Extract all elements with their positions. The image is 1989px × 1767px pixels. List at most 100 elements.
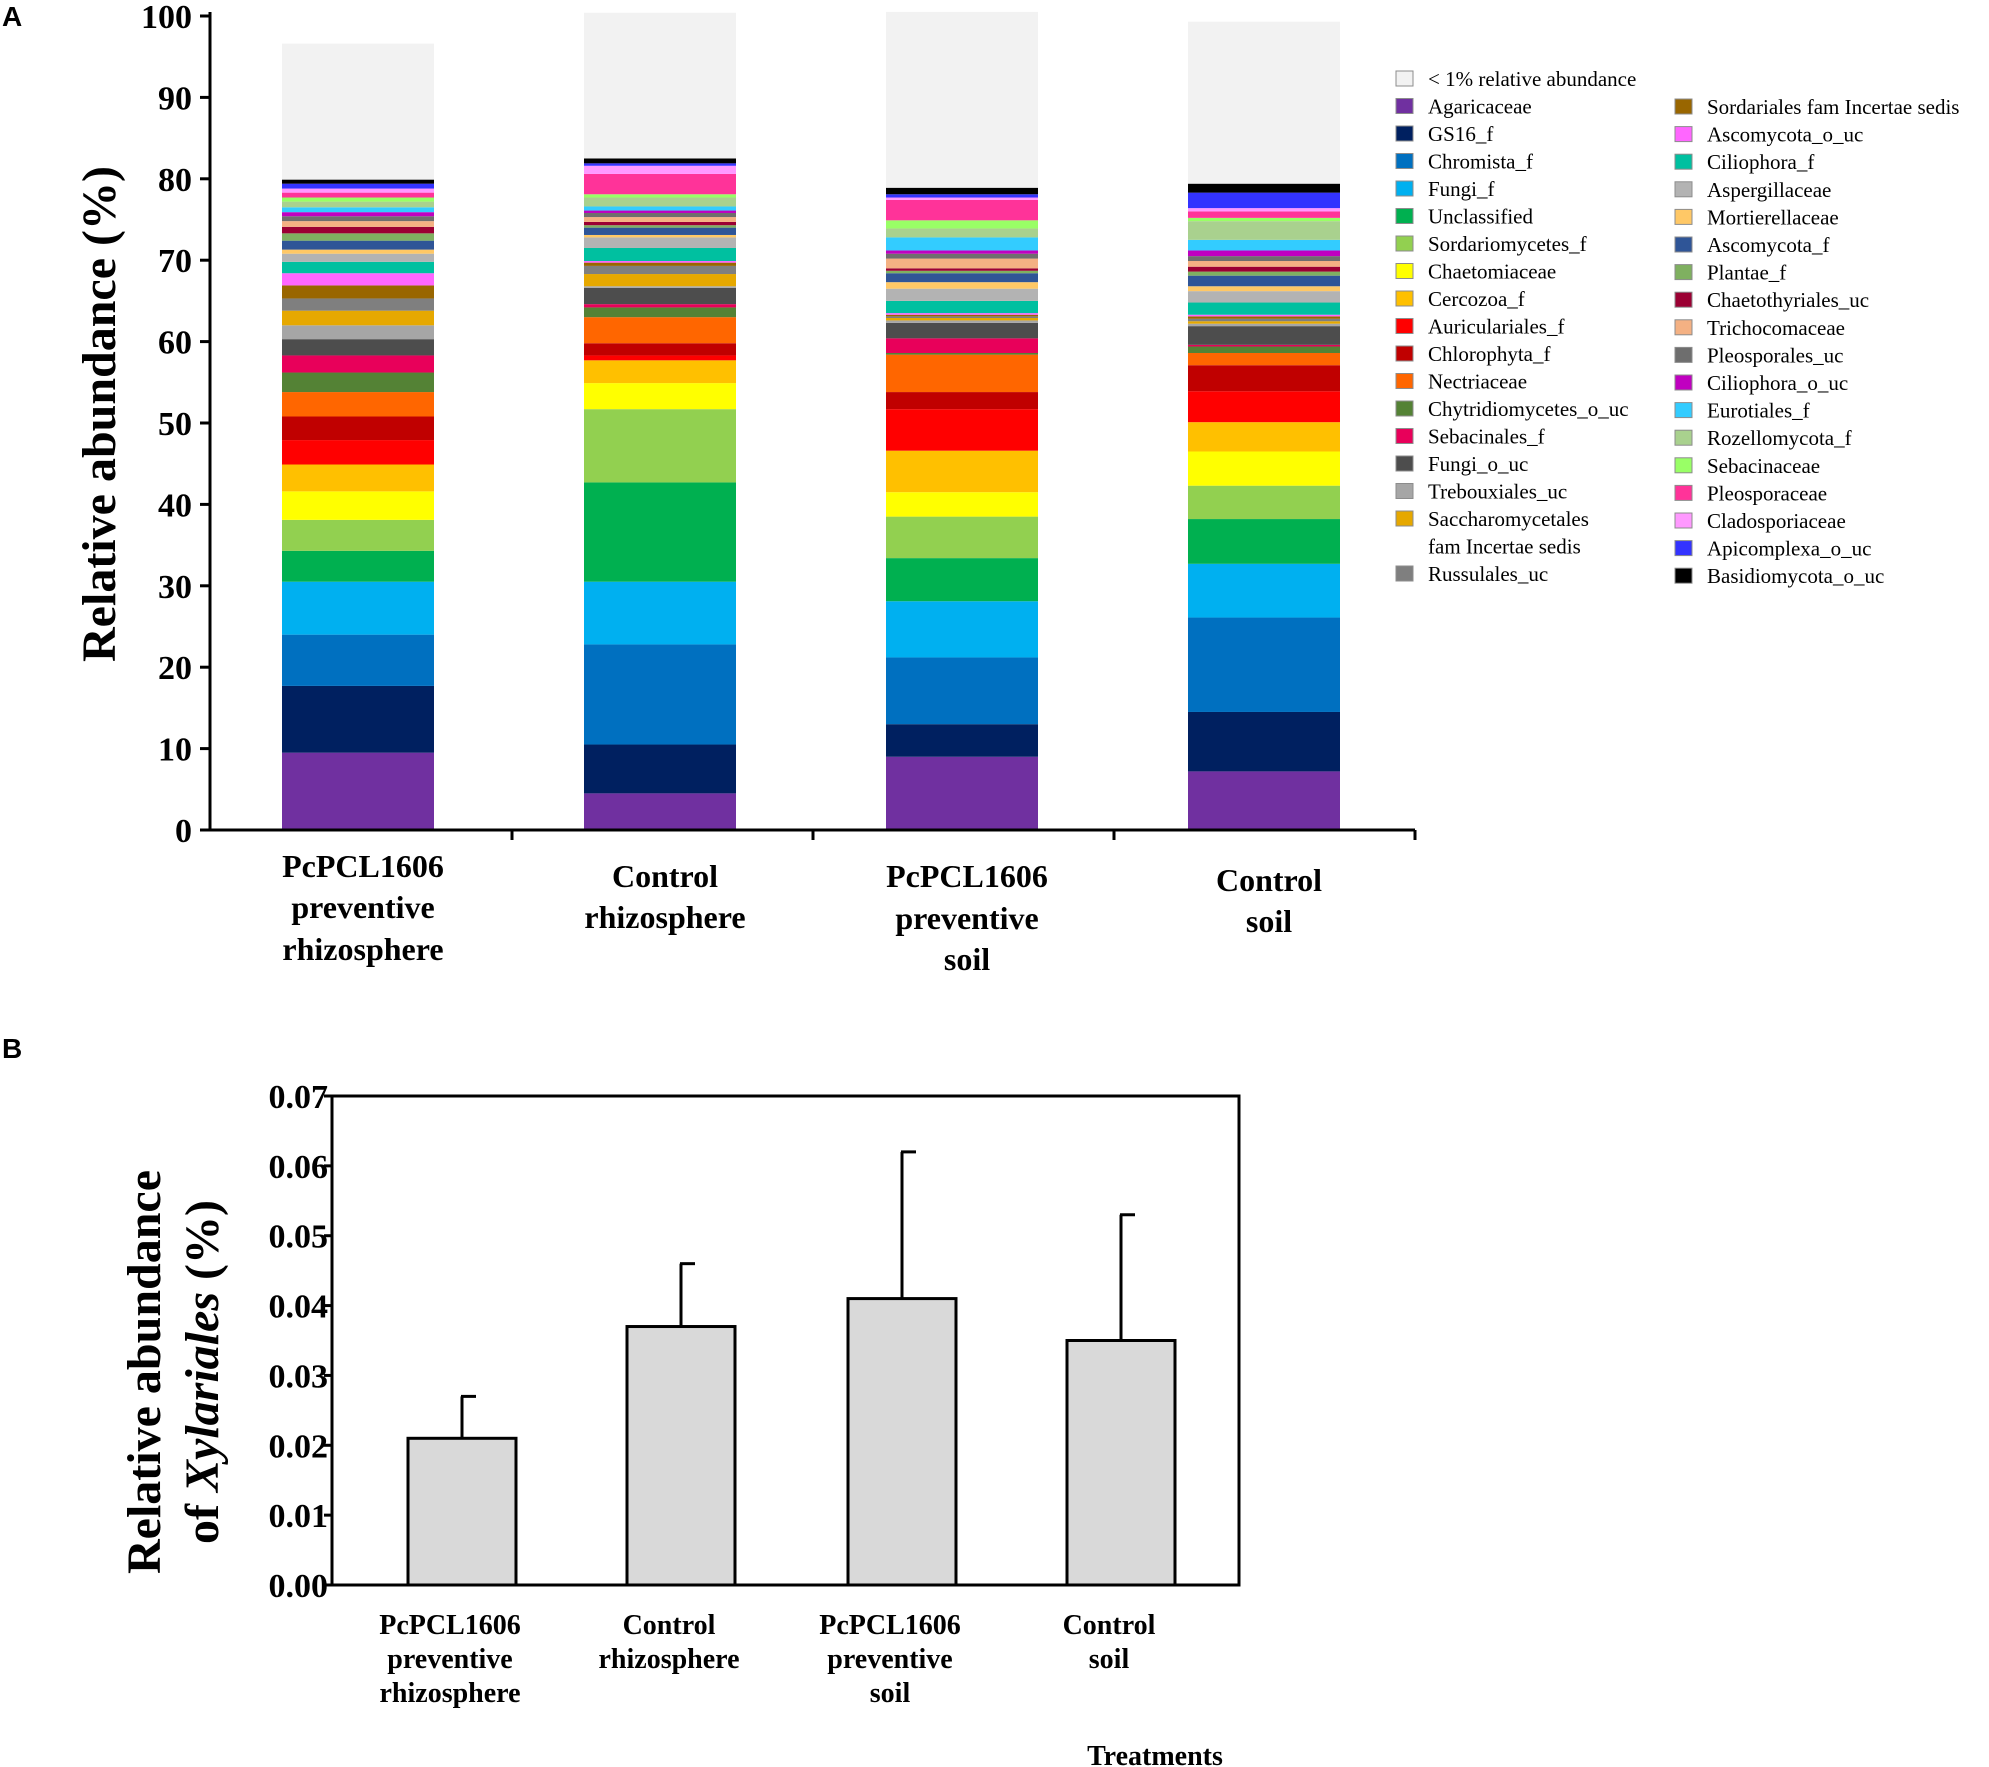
stack-segment (584, 360, 736, 384)
x-tick-label: preventive (387, 1644, 512, 1675)
stack-segment (584, 409, 736, 483)
legend-swatch (1395, 428, 1414, 444)
legend-swatch (1674, 374, 1693, 391)
stack-segment (1188, 422, 1340, 452)
stack-segment (282, 339, 434, 356)
stack-segment (282, 233, 434, 241)
stack-segment (282, 201, 434, 208)
panel-label-a: A (2, 1, 22, 32)
legend-label: Auriculariales_f (1428, 315, 1564, 339)
stack-segment (886, 288, 1038, 301)
legend-swatch (1395, 180, 1414, 197)
stack-segment (282, 298, 434, 311)
y-tick-label: 30 (158, 569, 192, 606)
stack-segment (282, 192, 434, 198)
legend-label: Aspergillaceae (1707, 178, 1831, 202)
stack-segment (886, 250, 1038, 254)
legend-item: Aspergillaceae (1674, 178, 1831, 202)
legend-label: < 1% relative abundance (1428, 67, 1636, 91)
stack-segment (282, 355, 434, 373)
stack-segment (282, 416, 434, 441)
stack-segment (886, 199, 1038, 221)
stack-segment (1188, 323, 1340, 327)
legend-swatch (1674, 181, 1693, 198)
stack-segment (584, 304, 736, 308)
stack-segment (1188, 353, 1340, 366)
legend-label: Chytridiomycetes_o_uc (1428, 397, 1629, 421)
legend-item: Chlorophyta_f (1395, 342, 1550, 366)
legend-label: Pleosporaceae (1707, 481, 1827, 505)
stack-segment (1188, 286, 1340, 292)
stack-segment (584, 482, 736, 582)
stack-segment (886, 409, 1038, 451)
stack-segment (1188, 346, 1340, 353)
legend-item: Ciliophora_f (1674, 150, 1814, 174)
y-tick-label: 0.06 (269, 1149, 329, 1186)
legend-label: Unclassified (1428, 205, 1533, 229)
stack-segment (584, 165, 736, 174)
legend-swatch (1674, 484, 1693, 501)
legend-label: Ascomycota_o_uc (1707, 123, 1863, 147)
stacked-bar (1188, 21, 1340, 830)
stack-segment (584, 383, 736, 410)
stack-segment (1188, 321, 1340, 324)
legend-swatch (1395, 345, 1414, 362)
stack-segment (584, 247, 736, 262)
legend-swatch (1395, 263, 1414, 279)
legend-swatch (1395, 290, 1414, 307)
legend-swatch (1674, 319, 1693, 336)
legend-label: Trichocomaceae (1707, 316, 1845, 340)
legend-swatch (1674, 540, 1693, 557)
y-tick-label: 0.00 (269, 1568, 329, 1605)
y-tick-label: 60 (158, 325, 192, 362)
x-tick-label: rhizosphere (598, 1644, 739, 1675)
stack-segment (584, 317, 736, 344)
legend-label: Sordariomycetes_f (1428, 232, 1587, 256)
stack-segment (1188, 208, 1340, 212)
stack-segment (584, 793, 736, 830)
stack-segment (1188, 391, 1340, 423)
legend-swatch (1395, 455, 1414, 472)
bar (1065, 1339, 1177, 1587)
stack-segment (1188, 217, 1340, 222)
stack-segment (886, 558, 1038, 602)
stack-segment (886, 313, 1038, 315)
stack-segment (1188, 21, 1340, 184)
y-tick-label: 100 (141, 0, 192, 36)
legend-item: Sebacinaceae (1674, 454, 1820, 478)
stack-segment (584, 581, 736, 645)
stack-segment (584, 221, 736, 226)
stack-segment (584, 261, 736, 263)
legend-label: Chaetothyriales_uc (1707, 288, 1869, 312)
stack-segment (1188, 221, 1340, 240)
legend-label: Fungi_o_uc (1428, 452, 1528, 476)
y-tick-label: 0.03 (269, 1358, 329, 1395)
legend-label: Chlorophyta_f (1428, 342, 1550, 366)
legend-swatch (1674, 567, 1693, 584)
stack-segment (282, 440, 434, 465)
stack-segment (886, 516, 1038, 559)
legend-item: Chaetomiaceae (1395, 260, 1556, 284)
stack-segment (886, 197, 1038, 200)
x-tick-label: rhizosphere (379, 1678, 520, 1709)
legend-swatch (1395, 400, 1414, 417)
legend-item: Ascomycota_f (1674, 233, 1829, 257)
stack-segment (1188, 291, 1340, 303)
y-axis-ticks: 0.00 0.01 0.02 0.03 0.04 0.05 0.06 0.07 (269, 1079, 332, 1605)
legend-item: Saccharomycetales fam Incertae sedis (1395, 507, 1589, 559)
stacked-bar (886, 11, 1038, 830)
stack-segment (1188, 250, 1340, 257)
stack-segment (282, 519, 434, 551)
stacked-bar-chart: 0 10 20 30 40 50 60 70 80 90 100 PcPCL1606 preventi… (73, 0, 1417, 977)
y-axis-label-prefix: of (176, 1492, 229, 1544)
legend-item: Ascomycota_o_uc (1674, 123, 1863, 147)
legend-swatch (1395, 125, 1414, 142)
stack-segment (1188, 519, 1340, 564)
y-axis-label-italic: Xylariales (176, 1292, 229, 1494)
stack-segment (1188, 239, 1340, 251)
legend-label: Trebouxiales_uc (1428, 480, 1567, 504)
x-axis-ticks: PcPCL1606preventiverhizosphereControlrhi… (379, 1610, 1155, 1709)
stack-segment (1188, 326, 1340, 345)
legend-label: Agaricaceae (1428, 95, 1532, 119)
stack-segment (1188, 365, 1340, 392)
